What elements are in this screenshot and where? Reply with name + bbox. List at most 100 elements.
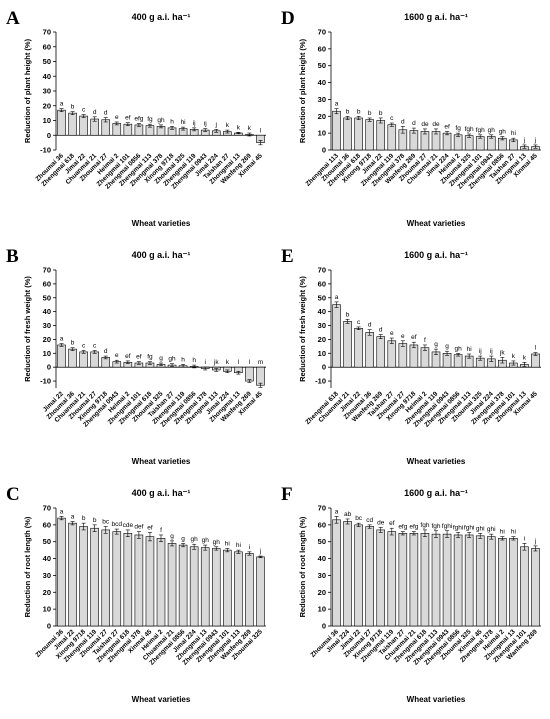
panel-label: A bbox=[6, 8, 20, 29]
panel-title: 400 g a.i. ha⁻¹ bbox=[132, 12, 191, 22]
y-tick-label: 60 bbox=[43, 42, 51, 51]
significance-letter: d bbox=[401, 118, 405, 125]
significance-letter: b bbox=[346, 108, 350, 115]
significance-letter: fgh bbox=[465, 126, 474, 133]
bar bbox=[387, 531, 397, 627]
y-tick-label: 0 bbox=[322, 622, 326, 631]
y-tick-label: 30 bbox=[318, 571, 326, 580]
bar bbox=[256, 366, 265, 386]
bar bbox=[409, 532, 419, 627]
bar bbox=[167, 543, 177, 627]
x-axis-label: Wheat varieties bbox=[132, 457, 191, 466]
significance-letter: b bbox=[93, 517, 97, 524]
significance-letter: a bbox=[335, 101, 339, 108]
significance-letter: k bbox=[523, 354, 527, 361]
significance-letter: ghi bbox=[487, 526, 496, 533]
significance-letter: gh bbox=[202, 537, 210, 544]
y-tick-label: 30 bbox=[318, 95, 326, 104]
significance-letter: d bbox=[93, 109, 97, 116]
significance-letter: j bbox=[215, 121, 217, 128]
y-tick-label: 0 bbox=[47, 131, 51, 140]
bar bbox=[409, 130, 419, 151]
bar bbox=[376, 529, 386, 627]
y-tick-label: 40 bbox=[318, 307, 326, 316]
y-tick-label: 10 bbox=[43, 349, 51, 358]
significance-letter: gh bbox=[191, 536, 199, 543]
significance-letter: fgh bbox=[476, 127, 485, 134]
significance-letter: b bbox=[71, 104, 75, 111]
y-tick-label: 30 bbox=[43, 321, 51, 330]
significance-letter: l bbox=[249, 359, 251, 366]
bar bbox=[420, 532, 430, 627]
significance-letter: hi bbox=[225, 540, 230, 547]
significance-letter: k bbox=[248, 125, 252, 132]
significance-letter: bc bbox=[355, 515, 363, 522]
significance-letter: gh bbox=[168, 356, 176, 363]
significance-letter: h bbox=[170, 118, 174, 125]
bar bbox=[442, 132, 452, 151]
y-tick-label: 50 bbox=[43, 537, 51, 546]
y-tick-label: -10 bbox=[40, 377, 51, 386]
bar bbox=[509, 538, 518, 627]
y-axis-label: Reduction of fresh weight (%) bbox=[23, 276, 32, 382]
bar bbox=[90, 351, 99, 368]
bar bbox=[343, 521, 352, 627]
panel-label: B bbox=[6, 246, 19, 267]
significance-letter: gh bbox=[213, 539, 221, 546]
significance-letter: fghi bbox=[453, 524, 463, 531]
panel-title: 400 g a.i. ha⁻¹ bbox=[132, 488, 191, 498]
panel: E 1600 g a.i. ha⁻¹ Reduction of fresh weig… bbox=[281, 246, 541, 466]
panel: D 1600 g a.i. ha⁻¹ Reduction of plant heig… bbox=[281, 8, 541, 228]
bar bbox=[156, 538, 166, 627]
y-tick-label: -10 bbox=[40, 146, 51, 155]
significance-letter: fghi bbox=[464, 524, 474, 531]
bar bbox=[486, 136, 496, 151]
significance-letter: ghi bbox=[476, 525, 485, 532]
y-tick-label: 70 bbox=[318, 504, 326, 513]
significance-letter: a bbox=[335, 508, 339, 515]
significance-letter: c bbox=[82, 107, 86, 114]
bar bbox=[387, 340, 397, 368]
bar bbox=[387, 124, 397, 151]
panel-label: F bbox=[281, 484, 293, 505]
y-tick-label: -10 bbox=[315, 377, 326, 386]
y-tick-label: 10 bbox=[318, 349, 326, 358]
y-tick-label: 60 bbox=[318, 520, 326, 529]
y-tick-label: 10 bbox=[43, 116, 51, 125]
significance-letter: efg bbox=[398, 524, 407, 531]
y-axis-label: Reduction of plant height (%) bbox=[23, 38, 32, 143]
bar bbox=[223, 549, 232, 627]
bar bbox=[475, 535, 485, 627]
significance-letter: fg bbox=[147, 354, 153, 361]
bar bbox=[365, 332, 374, 368]
y-tick-label: 30 bbox=[318, 321, 326, 330]
significance-letter: k bbox=[512, 353, 516, 360]
bar bbox=[145, 536, 155, 627]
significance-letter: i bbox=[249, 544, 250, 551]
significance-letter: ef bbox=[411, 334, 417, 341]
bar bbox=[79, 115, 88, 136]
significance-letter: f bbox=[160, 527, 162, 534]
significance-letter: ef bbox=[125, 115, 131, 122]
bar bbox=[189, 546, 199, 627]
significance-letter: d bbox=[104, 110, 108, 117]
bar bbox=[531, 353, 540, 368]
panel-title: 400 g a.i. ha⁻¹ bbox=[132, 250, 191, 260]
bar bbox=[57, 109, 66, 136]
significance-letter: c bbox=[357, 319, 361, 326]
bar bbox=[90, 527, 99, 627]
bar bbox=[453, 534, 463, 627]
y-tick-label: 10 bbox=[318, 605, 326, 614]
significance-letter: fgh bbox=[420, 522, 429, 529]
significance-letter: e bbox=[401, 333, 405, 340]
significance-letter: gh bbox=[499, 129, 507, 136]
significance-letter: j bbox=[523, 137, 525, 144]
y-tick-label: 30 bbox=[43, 87, 51, 96]
significance-letter: bc bbox=[102, 519, 110, 526]
significance-letter: k bbox=[237, 124, 241, 131]
significance-letter: cd bbox=[366, 517, 373, 524]
significance-letter: de bbox=[377, 519, 385, 526]
panel: A 400 g a.i. ha⁻¹ Reduction of plant heigh… bbox=[6, 8, 266, 228]
significance-letter: j bbox=[534, 538, 536, 545]
significance-letter: k bbox=[226, 122, 230, 129]
